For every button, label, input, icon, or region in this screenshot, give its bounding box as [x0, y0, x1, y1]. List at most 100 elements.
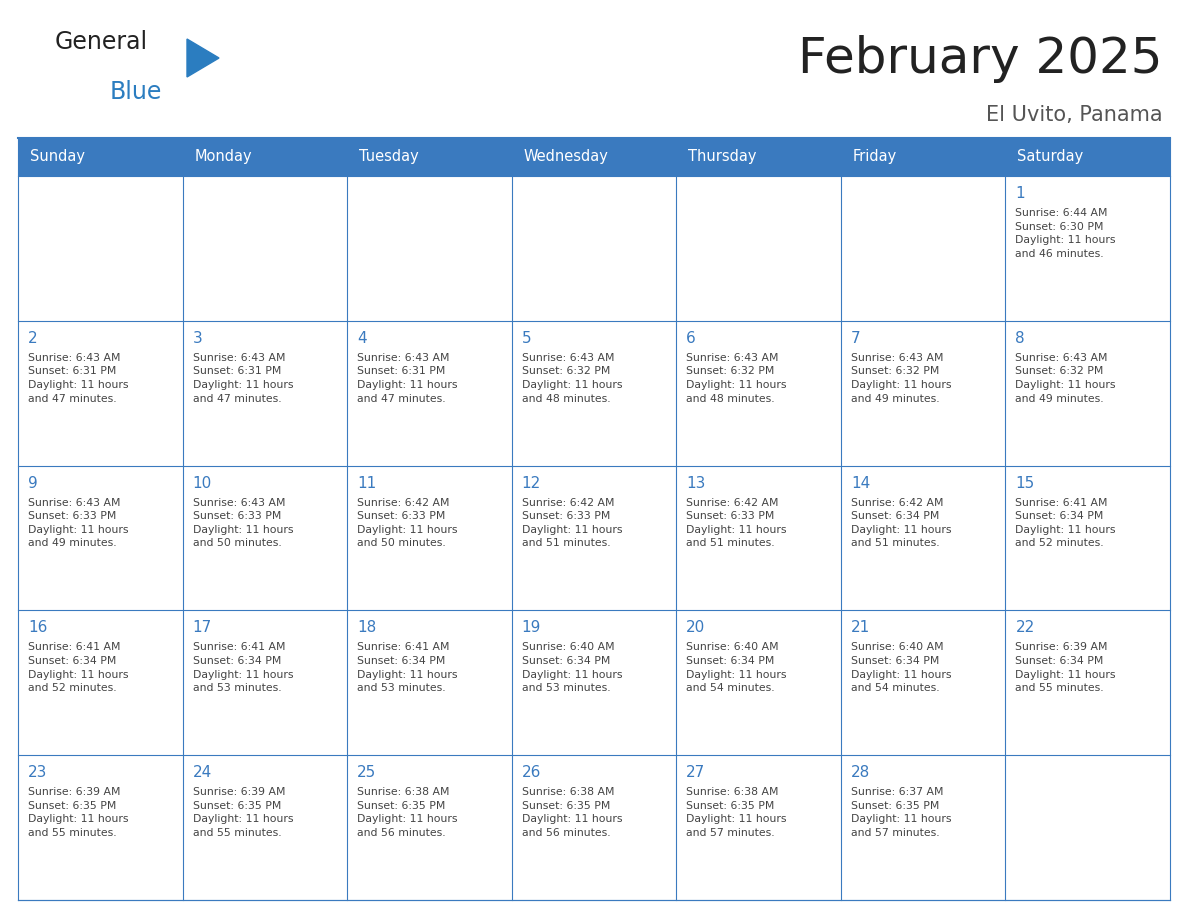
Text: 14: 14 — [851, 476, 870, 490]
Text: 1: 1 — [1016, 186, 1025, 201]
Text: Sunrise: 6:39 AM
Sunset: 6:35 PM
Daylight: 11 hours
and 55 minutes.: Sunrise: 6:39 AM Sunset: 6:35 PM Dayligh… — [192, 788, 293, 838]
Text: Sunrise: 6:40 AM
Sunset: 6:34 PM
Daylight: 11 hours
and 54 minutes.: Sunrise: 6:40 AM Sunset: 6:34 PM Dayligh… — [851, 643, 952, 693]
Text: 26: 26 — [522, 766, 541, 780]
Bar — [1005, 176, 1170, 320]
Text: 12: 12 — [522, 476, 541, 490]
Text: 22: 22 — [1016, 621, 1035, 635]
Text: Sunrise: 6:43 AM
Sunset: 6:32 PM
Daylight: 11 hours
and 48 minutes.: Sunrise: 6:43 AM Sunset: 6:32 PM Dayligh… — [687, 353, 786, 404]
Bar — [1005, 756, 1170, 900]
Text: Sunrise: 6:43 AM
Sunset: 6:31 PM
Daylight: 11 hours
and 47 minutes.: Sunrise: 6:43 AM Sunset: 6:31 PM Dayligh… — [358, 353, 457, 404]
Text: 2: 2 — [29, 330, 38, 346]
Bar — [1005, 465, 1170, 610]
Text: 24: 24 — [192, 766, 211, 780]
Bar — [347, 465, 512, 610]
Text: 20: 20 — [687, 621, 706, 635]
Text: Sunrise: 6:40 AM
Sunset: 6:34 PM
Daylight: 11 hours
and 54 minutes.: Sunrise: 6:40 AM Sunset: 6:34 PM Dayligh… — [687, 643, 786, 693]
Text: Sunrise: 6:42 AM
Sunset: 6:33 PM
Daylight: 11 hours
and 50 minutes.: Sunrise: 6:42 AM Sunset: 6:33 PM Dayligh… — [358, 498, 457, 548]
Text: Sunrise: 6:43 AM
Sunset: 6:32 PM
Daylight: 11 hours
and 48 minutes.: Sunrise: 6:43 AM Sunset: 6:32 PM Dayligh… — [522, 353, 623, 404]
Text: Blue: Blue — [110, 80, 163, 104]
Text: Sunrise: 6:41 AM
Sunset: 6:34 PM
Daylight: 11 hours
and 53 minutes.: Sunrise: 6:41 AM Sunset: 6:34 PM Dayligh… — [192, 643, 293, 693]
Text: 25: 25 — [358, 766, 377, 780]
Text: Sunrise: 6:42 AM
Sunset: 6:33 PM
Daylight: 11 hours
and 51 minutes.: Sunrise: 6:42 AM Sunset: 6:33 PM Dayligh… — [687, 498, 786, 548]
Bar — [676, 465, 841, 610]
Bar — [676, 610, 841, 756]
Text: Sunrise: 6:43 AM
Sunset: 6:33 PM
Daylight: 11 hours
and 50 minutes.: Sunrise: 6:43 AM Sunset: 6:33 PM Dayligh… — [192, 498, 293, 548]
Bar — [347, 320, 512, 465]
Text: Friday: Friday — [853, 150, 897, 164]
Bar — [512, 610, 676, 756]
Bar — [347, 138, 512, 176]
Text: Sunrise: 6:38 AM
Sunset: 6:35 PM
Daylight: 11 hours
and 56 minutes.: Sunrise: 6:38 AM Sunset: 6:35 PM Dayligh… — [358, 788, 457, 838]
Bar — [841, 756, 1005, 900]
Bar — [841, 138, 1005, 176]
Bar — [183, 320, 347, 465]
Bar — [183, 756, 347, 900]
Text: 19: 19 — [522, 621, 541, 635]
Bar — [841, 320, 1005, 465]
Text: Saturday: Saturday — [1017, 150, 1083, 164]
Bar — [1005, 320, 1170, 465]
Text: Sunrise: 6:41 AM
Sunset: 6:34 PM
Daylight: 11 hours
and 53 minutes.: Sunrise: 6:41 AM Sunset: 6:34 PM Dayligh… — [358, 643, 457, 693]
Text: February 2025: February 2025 — [798, 35, 1163, 83]
Text: Sunrise: 6:43 AM
Sunset: 6:31 PM
Daylight: 11 hours
and 47 minutes.: Sunrise: 6:43 AM Sunset: 6:31 PM Dayligh… — [29, 353, 128, 404]
Bar — [347, 176, 512, 320]
Text: 18: 18 — [358, 621, 377, 635]
Text: Sunrise: 6:43 AM
Sunset: 6:32 PM
Daylight: 11 hours
and 49 minutes.: Sunrise: 6:43 AM Sunset: 6:32 PM Dayligh… — [851, 353, 952, 404]
Text: Sunrise: 6:37 AM
Sunset: 6:35 PM
Daylight: 11 hours
and 57 minutes.: Sunrise: 6:37 AM Sunset: 6:35 PM Dayligh… — [851, 788, 952, 838]
Text: Sunrise: 6:39 AM
Sunset: 6:35 PM
Daylight: 11 hours
and 55 minutes.: Sunrise: 6:39 AM Sunset: 6:35 PM Dayligh… — [29, 788, 128, 838]
Text: Wednesday: Wednesday — [524, 150, 608, 164]
Bar — [512, 465, 676, 610]
Bar — [841, 176, 1005, 320]
Text: Sunrise: 6:43 AM
Sunset: 6:33 PM
Daylight: 11 hours
and 49 minutes.: Sunrise: 6:43 AM Sunset: 6:33 PM Dayligh… — [29, 498, 128, 548]
Bar — [841, 610, 1005, 756]
Polygon shape — [187, 39, 219, 77]
Text: 5: 5 — [522, 330, 531, 346]
Bar — [676, 756, 841, 900]
Text: El Uvito, Panama: El Uvito, Panama — [986, 105, 1163, 125]
Text: 16: 16 — [29, 621, 48, 635]
Text: 6: 6 — [687, 330, 696, 346]
Bar — [18, 138, 183, 176]
Text: 21: 21 — [851, 621, 870, 635]
Bar — [512, 756, 676, 900]
Bar — [676, 176, 841, 320]
Text: 10: 10 — [192, 476, 211, 490]
Text: 11: 11 — [358, 476, 377, 490]
Text: Monday: Monday — [195, 150, 252, 164]
Text: 27: 27 — [687, 766, 706, 780]
Text: Sunrise: 6:42 AM
Sunset: 6:34 PM
Daylight: 11 hours
and 51 minutes.: Sunrise: 6:42 AM Sunset: 6:34 PM Dayligh… — [851, 498, 952, 548]
Text: 7: 7 — [851, 330, 860, 346]
Bar — [183, 138, 347, 176]
Bar — [18, 756, 183, 900]
Bar — [347, 756, 512, 900]
Bar — [512, 320, 676, 465]
Text: 23: 23 — [29, 766, 48, 780]
Text: Sunrise: 6:38 AM
Sunset: 6:35 PM
Daylight: 11 hours
and 56 minutes.: Sunrise: 6:38 AM Sunset: 6:35 PM Dayligh… — [522, 788, 623, 838]
Text: 4: 4 — [358, 330, 367, 346]
Bar — [1005, 610, 1170, 756]
Text: 28: 28 — [851, 766, 870, 780]
Text: Thursday: Thursday — [688, 150, 757, 164]
Text: Sunrise: 6:39 AM
Sunset: 6:34 PM
Daylight: 11 hours
and 55 minutes.: Sunrise: 6:39 AM Sunset: 6:34 PM Dayligh… — [1016, 643, 1116, 693]
Bar — [676, 320, 841, 465]
Text: Sunrise: 6:44 AM
Sunset: 6:30 PM
Daylight: 11 hours
and 46 minutes.: Sunrise: 6:44 AM Sunset: 6:30 PM Dayligh… — [1016, 208, 1116, 259]
Text: 8: 8 — [1016, 330, 1025, 346]
Text: General: General — [55, 30, 148, 54]
Bar — [512, 176, 676, 320]
Bar — [512, 138, 676, 176]
Text: 9: 9 — [29, 476, 38, 490]
Text: 15: 15 — [1016, 476, 1035, 490]
Bar — [347, 610, 512, 756]
Bar — [1005, 138, 1170, 176]
Bar — [183, 176, 347, 320]
Text: Sunrise: 6:41 AM
Sunset: 6:34 PM
Daylight: 11 hours
and 52 minutes.: Sunrise: 6:41 AM Sunset: 6:34 PM Dayligh… — [29, 643, 128, 693]
Bar — [18, 610, 183, 756]
Text: 13: 13 — [687, 476, 706, 490]
Text: Sunrise: 6:43 AM
Sunset: 6:32 PM
Daylight: 11 hours
and 49 minutes.: Sunrise: 6:43 AM Sunset: 6:32 PM Dayligh… — [1016, 353, 1116, 404]
Text: Sunrise: 6:40 AM
Sunset: 6:34 PM
Daylight: 11 hours
and 53 minutes.: Sunrise: 6:40 AM Sunset: 6:34 PM Dayligh… — [522, 643, 623, 693]
Text: Sunrise: 6:38 AM
Sunset: 6:35 PM
Daylight: 11 hours
and 57 minutes.: Sunrise: 6:38 AM Sunset: 6:35 PM Dayligh… — [687, 788, 786, 838]
Text: Tuesday: Tuesday — [359, 150, 419, 164]
Bar — [676, 138, 841, 176]
Text: 3: 3 — [192, 330, 202, 346]
Bar — [183, 610, 347, 756]
